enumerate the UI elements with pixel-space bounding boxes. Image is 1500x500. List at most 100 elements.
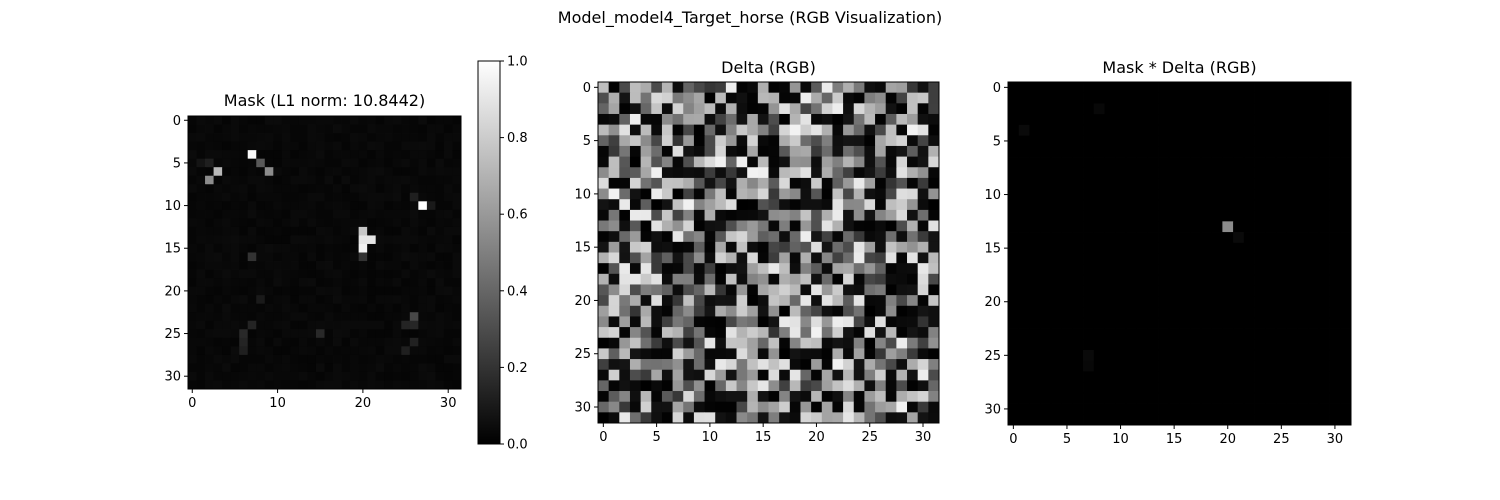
delta-cell: [757, 316, 769, 328]
mask-delta-cell: [1329, 403, 1341, 415]
mask-delta-cell: [1125, 392, 1138, 404]
delta-cell: [619, 82, 631, 94]
mask-cell: [401, 133, 411, 142]
mask-delta-cell: [1168, 232, 1180, 244]
mask-cell: [230, 133, 240, 142]
delta-cell: [779, 82, 791, 94]
delta-cell: [789, 113, 801, 126]
delta-cell: [896, 209, 908, 221]
delta-cell: [715, 391, 727, 403]
mask-delta-cell: [1190, 253, 1202, 265]
mask-delta-cell: [1265, 242, 1277, 254]
mask-delta-cell: [1275, 403, 1288, 415]
mask-cell: [409, 116, 419, 125]
delta-cell: [843, 327, 855, 339]
mask-delta-cell: [1125, 274, 1138, 287]
mask-delta-cell: [1190, 264, 1202, 276]
mask-cell: [409, 243, 419, 253]
mask-cell: [443, 133, 453, 142]
mask-cell: [401, 286, 411, 296]
delta-cell: [896, 359, 908, 371]
mask-cell: [435, 269, 445, 279]
mask-cell: [239, 124, 249, 134]
mask-cell: [375, 371, 385, 381]
mask-cell: [367, 141, 377, 151]
mask-delta-cell: [1200, 232, 1213, 244]
delta-cell: [928, 145, 940, 157]
delta-cell: [757, 167, 769, 179]
mask-delta-cell: [1083, 189, 1095, 201]
mask-cell: [307, 192, 317, 202]
delta-cell: [843, 92, 855, 104]
mask-cell: [247, 218, 257, 228]
mask-cell: [230, 141, 240, 151]
mask-delta-cell: [1275, 253, 1288, 265]
delta-cell: [704, 369, 716, 381]
mask-delta-cell: [1136, 285, 1148, 297]
mask-cell: [315, 286, 325, 296]
delta-cell: [885, 231, 897, 243]
mask-cell: [247, 320, 257, 330]
mask-delta-cell: [1233, 242, 1245, 254]
mask-delta-cell: [1179, 124, 1191, 136]
mask-delta-cell: [1029, 360, 1041, 372]
mask-delta-cell: [1029, 414, 1041, 426]
delta-cell: [619, 241, 631, 253]
mask-delta-cell: [1029, 307, 1041, 319]
delta-cell: [725, 369, 737, 381]
mask-delta-cell: [1147, 307, 1159, 319]
mask-delta-cell: [1050, 103, 1062, 115]
delta-cell: [779, 412, 791, 424]
mask-delta-cell: [1265, 92, 1277, 104]
mask-cell: [392, 252, 402, 262]
mask-delta-cell: [1061, 264, 1073, 276]
mask-delta-cell: [1308, 392, 1320, 404]
mask-delta-cell: [1179, 360, 1191, 372]
mask-delta-cell: [1136, 274, 1148, 287]
mask-delta-cell: [1008, 253, 1020, 265]
mask-delta-cell: [1297, 210, 1309, 222]
mask-delta-cell: [1158, 328, 1170, 340]
mask-delta-cell: [1050, 242, 1062, 254]
mask-cell: [264, 116, 274, 125]
delta-cell: [640, 348, 652, 360]
delta-cell: [875, 167, 887, 179]
delta-cell: [757, 380, 769, 392]
mask-cell: [324, 116, 334, 125]
mask-cell: [350, 218, 360, 228]
delta-cell: [917, 103, 929, 115]
delta-cell: [747, 380, 759, 392]
mask-delta-cell: [1211, 349, 1223, 362]
delta-cell: [747, 231, 759, 243]
mask-cell: [239, 184, 249, 194]
mask-delta-cell: [1104, 178, 1116, 190]
mask-delta-cell: [1029, 382, 1041, 394]
mask-delta-cell: [1104, 382, 1116, 394]
delta-cell: [875, 391, 887, 403]
delta-cell: [661, 305, 673, 317]
mask-cell: [341, 226, 351, 236]
delta-cell: [843, 295, 855, 307]
delta-cell: [704, 412, 716, 424]
mask-cell: [401, 175, 411, 185]
mask-delta-cell: [1158, 349, 1170, 362]
mask-cell: [213, 261, 223, 270]
delta-cell: [832, 273, 844, 285]
delta-cell: [843, 380, 855, 392]
mask-cell: [205, 150, 214, 160]
delta-cell: [683, 92, 695, 104]
mask-delta-cell: [1211, 392, 1223, 404]
delta-cell: [885, 412, 897, 424]
mask-delta-cell: [1190, 167, 1202, 179]
mask-cell: [392, 209, 402, 219]
mask-delta-cell: [1179, 210, 1191, 222]
mask-delta-cell: [1147, 349, 1159, 362]
mask-delta-cell: [1104, 92, 1116, 104]
mask-delta-cell: [1008, 317, 1020, 329]
delta-cell: [672, 263, 684, 275]
mask-cell: [358, 175, 368, 185]
mask-cell: [452, 303, 462, 313]
delta-cell: [651, 348, 663, 360]
delta-cell: [747, 327, 759, 339]
mask-cell: [324, 295, 334, 305]
